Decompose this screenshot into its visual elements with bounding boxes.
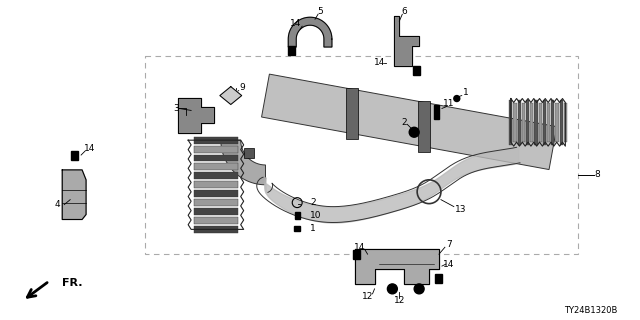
Text: 10: 10 [310,211,321,220]
Polygon shape [394,16,419,66]
Text: 13: 13 [455,205,467,214]
Polygon shape [62,170,86,220]
Bar [194,164,238,170]
Bar [294,226,300,231]
Bar [194,217,238,224]
Bar [194,226,238,233]
Text: FR.: FR. [62,278,83,288]
Text: 1: 1 [463,88,468,97]
Text: 14: 14 [289,19,301,28]
Text: 11: 11 [443,99,454,108]
Bar [244,148,253,158]
Bar [526,100,529,145]
Polygon shape [220,87,242,105]
Text: 12: 12 [362,292,373,301]
Bar [547,102,550,142]
Polygon shape [179,98,214,133]
Bar [413,66,420,75]
Bar [559,100,563,145]
Bar [194,208,238,215]
Text: 14: 14 [84,144,96,153]
Polygon shape [221,140,266,185]
Text: 5: 5 [317,7,323,16]
Bar [509,100,513,145]
Text: 1: 1 [310,224,316,233]
Circle shape [414,284,424,294]
Bar [346,88,358,139]
Circle shape [387,284,397,294]
Bar [518,100,521,145]
Bar [295,212,300,220]
Circle shape [454,96,460,101]
Circle shape [409,127,419,137]
Bar [435,275,442,284]
Text: 7: 7 [446,240,452,249]
Text: 14: 14 [354,243,365,252]
Bar [551,100,554,145]
Polygon shape [288,17,332,47]
Bar [418,101,429,152]
Bar [538,102,542,142]
Bar [194,190,238,197]
Text: 9: 9 [240,83,246,92]
Bar [543,100,546,145]
Bar [288,46,295,55]
Bar [556,102,559,142]
Text: 4: 4 [54,200,60,209]
Text: 2: 2 [401,118,407,127]
Bar [194,137,238,144]
Bar [194,155,238,162]
Text: 6: 6 [401,7,407,16]
Bar [522,102,525,142]
Bar [530,102,534,142]
Bar [194,181,238,188]
Text: 2: 2 [310,198,316,207]
Text: TY24B1320B: TY24B1320B [564,306,618,315]
Bar [194,146,238,153]
Bar [435,106,440,119]
Bar [194,172,238,179]
Text: 14: 14 [443,260,454,268]
Text: 12: 12 [394,296,405,305]
Text: 3: 3 [173,104,179,113]
Polygon shape [355,249,439,284]
Bar [513,102,516,142]
Bar [564,102,567,142]
Bar [353,250,360,259]
Text: 8: 8 [595,170,600,180]
Text: 14: 14 [374,58,385,67]
Bar [70,151,77,159]
Polygon shape [262,74,557,170]
Bar [194,199,238,206]
Bar [534,100,538,145]
